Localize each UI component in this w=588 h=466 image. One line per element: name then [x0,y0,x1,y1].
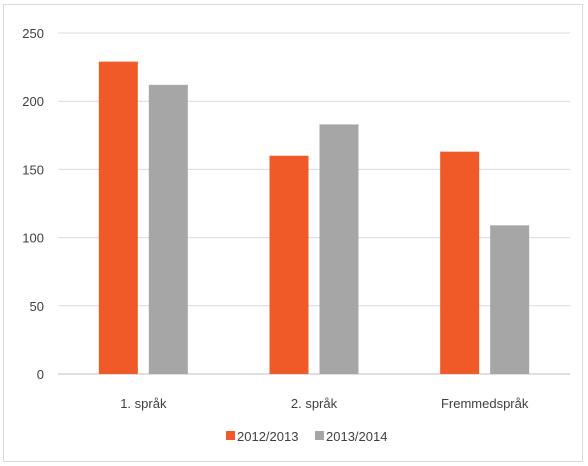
legend-label: 2012/2013 [237,429,298,444]
y-axis-tick-labels: 0 50 100 150 200 250 [22,26,44,382]
legend-swatch [315,431,324,440]
x-axis-tick-labels: 1. språk 2. språk Fremmedspråk [120,396,529,411]
bar-2-3 [490,225,530,374]
legend-label: 2013/2014 [326,429,387,444]
y-tick-label: 50 [30,299,44,314]
x-tick-label: Fremmedspråk [441,396,529,411]
y-tick-label: 250 [22,26,44,41]
x-tick-label: 1. språk [120,396,167,411]
legend: 2012/2013 2013/2014 [226,429,387,444]
gridlines [58,32,570,375]
y-tick-label: 150 [22,162,44,177]
bar-1-1 [98,61,138,374]
bar-2-2 [319,124,359,374]
legend-swatch [226,431,235,440]
bars [98,61,530,374]
bar-2-1 [148,84,188,374]
bar-1-2 [269,155,309,374]
y-tick-label: 100 [22,231,44,246]
x-tick-label: 2. språk [291,396,338,411]
y-tick-label: 0 [37,367,44,382]
y-tick-label: 200 [22,94,44,109]
bar-1-3 [440,151,480,374]
